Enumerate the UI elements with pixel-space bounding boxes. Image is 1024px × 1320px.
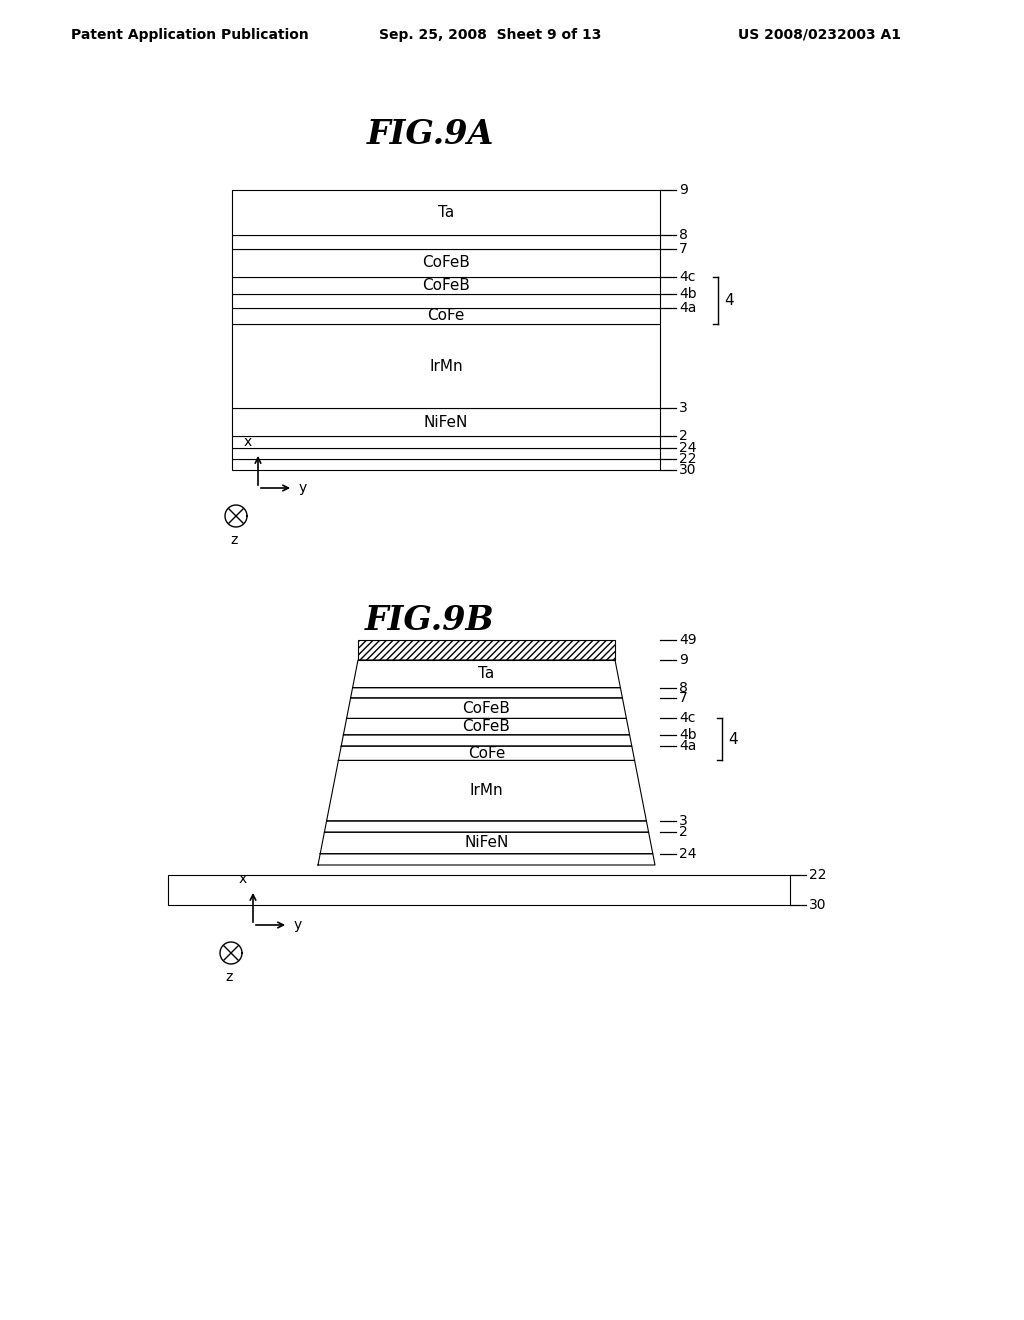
Text: 49: 49: [679, 634, 696, 647]
Text: Patent Application Publication: Patent Application Publication: [71, 28, 309, 42]
Bar: [232, 459, 660, 470]
Text: CoFeB: CoFeB: [422, 277, 470, 293]
Bar: [168, 875, 790, 906]
Text: 3: 3: [679, 401, 688, 416]
Polygon shape: [338, 746, 635, 760]
Text: z: z: [225, 970, 232, 983]
Text: 9: 9: [679, 183, 688, 197]
Text: NiFeN: NiFeN: [424, 414, 468, 430]
Text: IrMn: IrMn: [470, 783, 504, 799]
Text: x: x: [239, 873, 247, 886]
Text: y: y: [294, 917, 302, 932]
Bar: [232, 437, 660, 447]
Text: CoFeB: CoFeB: [463, 701, 510, 715]
Polygon shape: [346, 698, 627, 718]
Text: 4c: 4c: [679, 269, 695, 284]
Text: 24: 24: [679, 441, 696, 454]
Text: 4a: 4a: [679, 739, 696, 754]
Text: CoFeB: CoFeB: [463, 719, 510, 734]
Polygon shape: [352, 660, 621, 688]
Text: 4b: 4b: [679, 727, 696, 742]
Text: 9: 9: [679, 653, 688, 667]
Text: Ta: Ta: [478, 667, 495, 681]
Bar: [232, 308, 660, 325]
Bar: [232, 190, 660, 235]
Text: CoFe: CoFe: [468, 746, 505, 760]
Text: FIG.9B: FIG.9B: [366, 603, 495, 636]
Text: x: x: [244, 436, 252, 449]
Bar: [232, 235, 660, 248]
Text: Ta: Ta: [438, 205, 454, 220]
Text: 2: 2: [679, 429, 688, 444]
Text: z: z: [230, 533, 238, 546]
Text: NiFeN: NiFeN: [464, 836, 509, 850]
Text: 4: 4: [728, 731, 737, 747]
Text: FIG.9A: FIG.9A: [367, 119, 494, 152]
Text: 30: 30: [809, 898, 826, 912]
Text: 7: 7: [679, 242, 688, 256]
Polygon shape: [358, 640, 615, 660]
Polygon shape: [341, 735, 632, 746]
Bar: [232, 248, 660, 277]
Bar: [232, 408, 660, 437]
Polygon shape: [327, 760, 646, 821]
Text: IrMn: IrMn: [429, 359, 463, 374]
Bar: [232, 447, 660, 459]
Text: 2: 2: [679, 825, 688, 840]
Text: 4: 4: [724, 293, 733, 308]
Text: US 2008/0232003 A1: US 2008/0232003 A1: [738, 28, 901, 42]
Text: CoFeB: CoFeB: [422, 255, 470, 271]
Text: 4c: 4c: [679, 711, 695, 726]
Text: y: y: [299, 480, 307, 495]
Text: 22: 22: [809, 869, 826, 882]
Text: 8: 8: [679, 228, 688, 242]
Polygon shape: [325, 821, 648, 832]
Text: 4b: 4b: [679, 286, 696, 301]
Bar: [232, 293, 660, 308]
Polygon shape: [321, 832, 653, 854]
Text: 30: 30: [679, 463, 696, 477]
Polygon shape: [318, 854, 655, 865]
Polygon shape: [350, 688, 623, 698]
Bar: [232, 277, 660, 293]
Text: 22: 22: [679, 451, 696, 466]
Bar: [232, 325, 660, 408]
Text: 3: 3: [679, 814, 688, 828]
Polygon shape: [343, 718, 630, 735]
Text: 8: 8: [679, 681, 688, 694]
Text: 24: 24: [679, 846, 696, 861]
Text: CoFe: CoFe: [427, 309, 465, 323]
Text: 7: 7: [679, 690, 688, 705]
Text: 4a: 4a: [679, 301, 696, 314]
Text: Sep. 25, 2008  Sheet 9 of 13: Sep. 25, 2008 Sheet 9 of 13: [379, 28, 601, 42]
